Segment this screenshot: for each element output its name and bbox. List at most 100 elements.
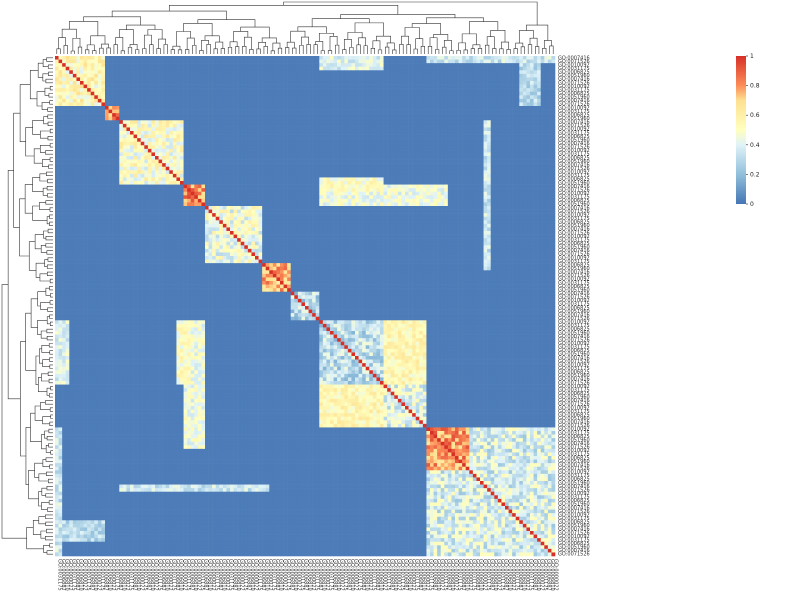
heatmap-cell (465, 98, 470, 103)
heatmap-cell (444, 138, 449, 143)
heatmap-cell (355, 91, 359, 96)
heatmap-cell (290, 131, 295, 135)
heatmap-cell (247, 56, 252, 60)
heatmap-cell (83, 77, 88, 82)
heatmap-cell (230, 81, 234, 85)
heatmap-cell (83, 109, 88, 114)
row-dendrogram-branch (28, 241, 37, 271)
row-dendrogram-branch (34, 405, 43, 421)
heatmap-cell (201, 173, 206, 178)
heatmap-cell (362, 170, 367, 175)
heatmap-cell (112, 63, 117, 68)
heatmap-cell (244, 170, 249, 175)
heatmap-cell (319, 156, 324, 160)
heatmap-cell (133, 120, 138, 125)
row-dendrogram-branch (49, 300, 53, 305)
heatmap-cell (87, 156, 92, 160)
heatmap-cell (369, 106, 374, 110)
heatmap-cell (412, 77, 417, 82)
heatmap-cell (158, 166, 163, 171)
heatmap-cell (405, 70, 409, 75)
heatmap-cell (280, 81, 284, 85)
heatmap-cell (547, 152, 552, 157)
heatmap-cell (440, 116, 445, 121)
heatmap-cell (226, 70, 231, 75)
heatmap-cell (430, 148, 434, 153)
heatmap-cell (390, 84, 395, 89)
heatmap-cell (469, 166, 474, 171)
column-dendrogram-branch (329, 35, 338, 51)
heatmap-cell (365, 116, 370, 121)
heatmap-cell (283, 163, 288, 168)
row-dendrogram-branch (49, 286, 53, 291)
heatmap-cell (340, 173, 345, 178)
heatmap-cell (444, 113, 449, 118)
heatmap-cell (358, 134, 363, 139)
heatmap-cell (83, 163, 88, 168)
heatmap-cell (72, 56, 77, 60)
heatmap-cell (358, 120, 363, 125)
heatmap-cell (187, 88, 192, 93)
heatmap-cell (530, 66, 534, 71)
heatmap-cell (369, 70, 374, 75)
heatmap-cell (247, 120, 252, 125)
heatmap-cell (201, 73, 206, 78)
column-dendrogram-branch (358, 37, 367, 46)
heatmap-cell (126, 159, 131, 164)
heatmap-cell (315, 173, 320, 178)
heatmap-cell (244, 56, 249, 60)
heatmap-cell (90, 91, 95, 96)
heatmap-cell (422, 156, 427, 160)
heatmap-cell (158, 56, 163, 60)
heatmap-cell (294, 88, 299, 93)
heatmap-cell (258, 73, 263, 78)
heatmap-cell (333, 138, 338, 143)
heatmap-cell (458, 98, 463, 103)
heatmap-cell (505, 123, 509, 128)
heatmap-cell (215, 109, 220, 114)
heatmap-cell (97, 56, 102, 60)
heatmap-cell (533, 131, 538, 135)
heatmap-cell (365, 102, 370, 107)
heatmap-cell (419, 109, 424, 114)
heatmap-cell (237, 127, 242, 132)
heatmap-cell (72, 163, 77, 168)
heatmap-cell (240, 159, 245, 164)
heatmap-cell (394, 138, 399, 143)
heatmap-cell (462, 141, 467, 146)
heatmap-cell (476, 156, 481, 160)
heatmap-cell (455, 63, 459, 68)
heatmap-cell (490, 77, 495, 82)
heatmap-cell (126, 81, 131, 85)
column-dendrogram-branch (515, 42, 524, 49)
heatmap-cell (208, 120, 213, 125)
heatmap-cell (69, 138, 74, 143)
heatmap-cell (58, 77, 63, 82)
heatmap-cell (272, 73, 277, 78)
heatmap-cell (187, 141, 192, 146)
heatmap-cell (340, 134, 345, 139)
heatmap-cell (62, 156, 67, 160)
heatmap-cell (140, 123, 145, 128)
heatmap-cell (472, 84, 477, 89)
heatmap-cell (547, 77, 552, 82)
heatmap-cell (115, 120, 120, 125)
heatmap-cell (462, 145, 467, 150)
heatmap-cell (469, 163, 474, 168)
heatmap-cell (494, 63, 499, 68)
heatmap-cell (240, 127, 245, 132)
heatmap-cell (380, 98, 384, 103)
heatmap-cell (437, 95, 442, 100)
heatmap-cell (351, 109, 356, 114)
heatmap-cell (390, 120, 395, 125)
heatmap-cell (169, 77, 174, 82)
heatmap-cell (265, 141, 270, 146)
heatmap-cell (244, 70, 249, 75)
heatmap-cell (187, 73, 192, 78)
heatmap-cell (508, 123, 513, 128)
heatmap-cell (430, 109, 434, 114)
heatmap-cell (376, 70, 381, 75)
heatmap-cell (90, 159, 95, 164)
heatmap-cell (208, 148, 213, 153)
heatmap-cell (519, 148, 524, 153)
